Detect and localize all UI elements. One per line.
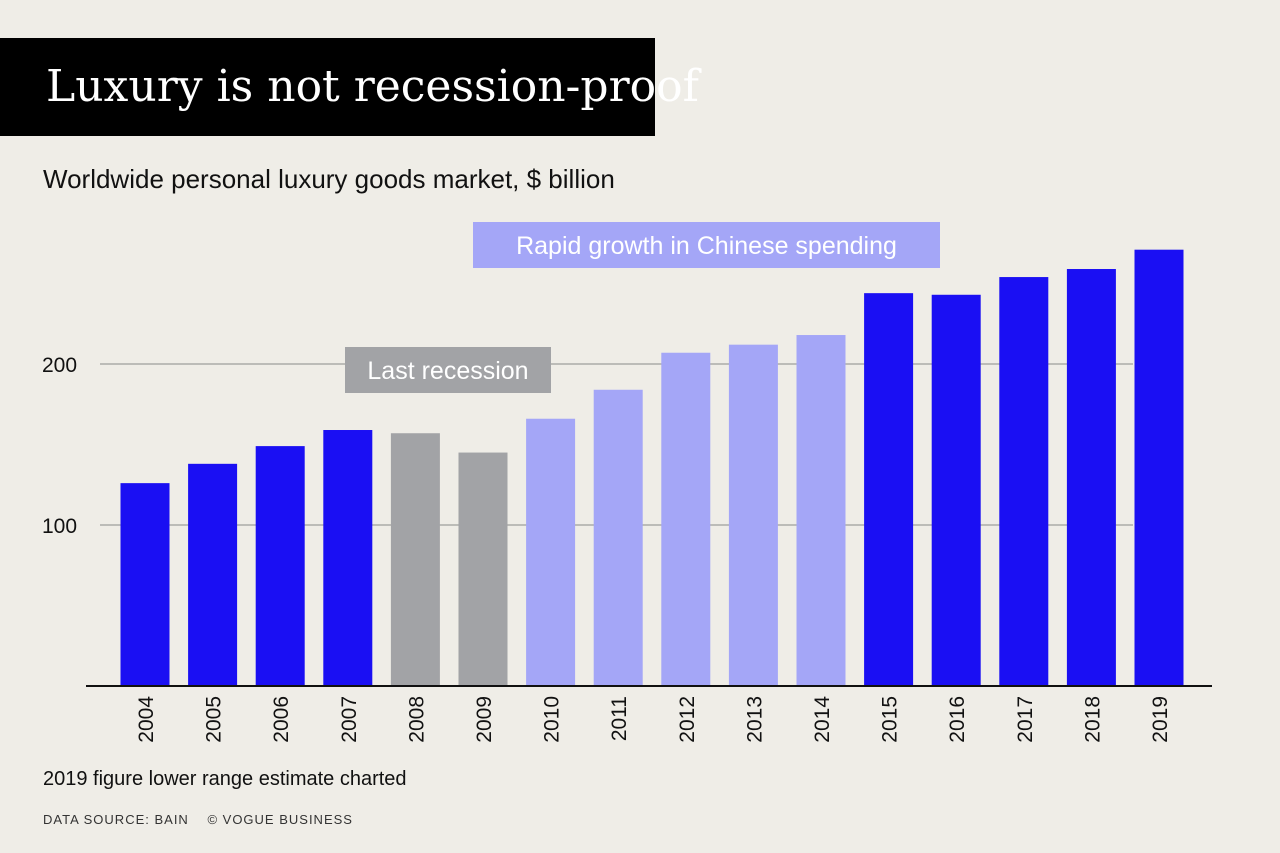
bar-2013 xyxy=(728,344,778,686)
x-tick-label: 2008 xyxy=(405,696,428,743)
x-tick-label: 2007 xyxy=(338,696,361,743)
x-tick-label: 2010 xyxy=(541,696,564,743)
footnote: 2019 figure lower range estimate charted xyxy=(43,768,407,790)
x-tick-label: 2015 xyxy=(879,696,902,743)
x-tick-label: 2013 xyxy=(743,696,766,743)
source-line: DATA SOURCE: BAIN © VOGUE BUSINESS xyxy=(43,812,367,827)
bar-2011 xyxy=(593,389,643,686)
bar-2014 xyxy=(796,335,846,686)
bar-2006 xyxy=(255,446,305,686)
annotation-label-recession: Last recession xyxy=(367,357,528,385)
bar-2008 xyxy=(390,433,440,686)
x-tick-label: 2018 xyxy=(1081,696,1104,743)
x-tick-label: 2006 xyxy=(270,696,293,743)
bar-2010 xyxy=(526,418,576,686)
annotation-box-china xyxy=(473,222,940,268)
bar-2015 xyxy=(864,293,914,686)
y-tick-label: 200 xyxy=(42,354,77,377)
annotation-label-china: Rapid growth in Chinese spending xyxy=(516,232,897,260)
bar-2016 xyxy=(931,294,981,686)
x-tick-label: 2017 xyxy=(1014,696,1037,743)
y-tick-label: 100 xyxy=(42,515,77,538)
bar-2017 xyxy=(999,277,1049,686)
x-tick-label: 2009 xyxy=(473,696,496,743)
bar-2007 xyxy=(323,430,373,686)
bar-2012 xyxy=(661,352,711,686)
bar-2004 xyxy=(120,483,170,686)
copyright: © VOGUE BUSINESS xyxy=(207,812,353,827)
bar-2019 xyxy=(1134,249,1184,686)
x-tick-label: 2014 xyxy=(811,696,834,743)
x-tick-label: 2019 xyxy=(1149,696,1172,743)
x-tick-label: 2012 xyxy=(676,696,699,743)
chart-title: Luxury is not recession-proof xyxy=(46,61,699,112)
x-tick-label: 2005 xyxy=(203,696,226,743)
x-tick-label: 2016 xyxy=(946,696,969,743)
x-tick-label: 2004 xyxy=(135,696,158,743)
data-source: DATA SOURCE: BAIN xyxy=(43,812,189,827)
bar-2009 xyxy=(458,452,508,686)
annotation-box-recession xyxy=(345,347,551,393)
bar-2018 xyxy=(1066,269,1116,686)
x-tick-label: 2011 xyxy=(608,696,631,741)
bar-2005 xyxy=(188,463,238,686)
chart-subtitle: Worldwide personal luxury goods market, … xyxy=(43,164,615,194)
title-banner: Luxury is not recession-proof xyxy=(0,38,699,136)
